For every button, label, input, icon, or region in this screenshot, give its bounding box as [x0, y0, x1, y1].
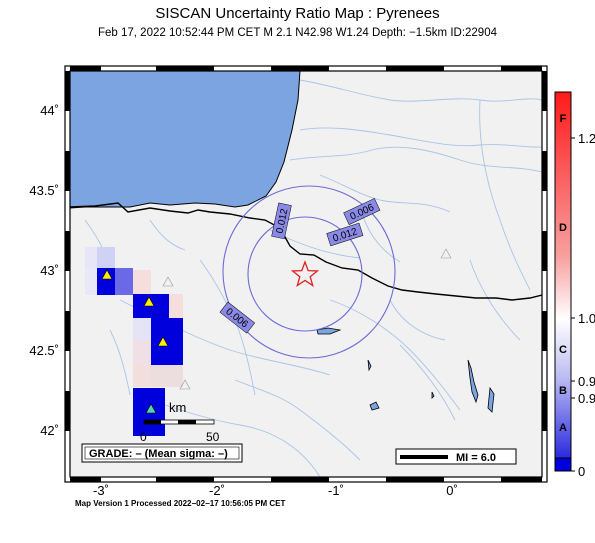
border-line — [70, 202, 542, 301]
grade-letter: D — [559, 222, 567, 234]
x-axis-labels: -3˚ -2˚ -1˚ 0˚ — [93, 483, 458, 498]
scale-unit: km — [169, 400, 186, 415]
sea-area — [70, 71, 300, 208]
footer-note: Map Version 1 Processed 2022−02−17 10:56… — [75, 499, 286, 508]
grid-cell — [169, 294, 183, 318]
mi-box: MI = 6.0 — [395, 448, 517, 465]
map-frame — [64, 65, 548, 483]
coastline — [70, 71, 301, 209]
grid-cell — [151, 318, 183, 340]
x-tick-label: -3˚ — [93, 483, 109, 498]
contour-label-text: 0.012 — [275, 207, 291, 234]
event-subtitle: Feb 17, 2022 10:52:44 PM CET M 2.1 N42.9… — [97, 27, 497, 39]
station-triangle — [440, 248, 452, 259]
station-triangle — [157, 336, 169, 347]
reservoirs — [316, 327, 495, 413]
grid-cell — [151, 294, 169, 318]
station-triangle — [162, 276, 174, 287]
station-triangle — [101, 269, 113, 280]
grid-cell — [133, 318, 151, 340]
y-tick-label: 42˚ — [40, 423, 59, 438]
contour-outer — [222, 185, 396, 359]
grid-cell — [133, 340, 151, 365]
x-tick-label: -2˚ — [209, 483, 225, 498]
stations — [101, 248, 452, 414]
color-bar-value: 0.9 — [578, 391, 595, 406]
color-bar-value: 0 — [578, 464, 585, 479]
y-tick-label: 42.5˚ — [29, 343, 59, 358]
color-bar-gradient — [554, 91, 572, 459]
scale-end: 50 — [206, 430, 220, 444]
grade-letter: B — [559, 385, 567, 397]
x-tick-label: 0˚ — [446, 483, 458, 498]
uncertainty-contours — [222, 185, 396, 359]
grade-letter: A — [559, 422, 567, 434]
color-bar-bottom — [554, 457, 572, 472]
y-tick-label: 44˚ — [40, 103, 59, 118]
grid-cell — [115, 268, 133, 295]
mi-text: MI = 6.0 — [456, 452, 496, 464]
grade-letter: C — [559, 344, 567, 356]
grid-cell — [133, 365, 151, 387]
contour-label-1: 0.012 — [271, 202, 292, 240]
color-bar-value: 0.9 — [578, 374, 595, 389]
y-tick-label: 43.5˚ — [29, 183, 59, 198]
scale-start: 0 — [140, 430, 147, 444]
map-area: 0.012 0.006 0.012 0.006 km 0 50 — [70, 71, 542, 477]
y-tick-label: 43˚ — [40, 263, 59, 278]
grid-cell — [97, 268, 115, 295]
y-axis-labels: 44˚ 43.5˚ 43˚ 42.5˚ 42˚ — [29, 103, 59, 438]
grid-cell — [133, 294, 151, 318]
grade-box: GRADE: – (Mean sigma: –) — [81, 443, 243, 463]
color-bar-value: 1.0 — [578, 311, 595, 326]
color-bar: F D C B A 1.2 1.0 0.9 0.9 0 — [554, 91, 595, 479]
color-bar-value: 1.2 — [578, 131, 595, 146]
station-triangle — [145, 403, 157, 414]
grid-cell — [85, 268, 97, 295]
station-triangle — [179, 379, 191, 390]
map-title: SISCAN Uncertainty Ratio Map : Pyrenees — [155, 5, 440, 22]
x-tick-label: -1˚ — [328, 483, 344, 498]
grid-cell — [133, 270, 151, 294]
station-triangle — [143, 296, 155, 307]
grade-text: GRADE: – (Mean sigma: –) — [89, 448, 228, 460]
grid-cell — [97, 247, 115, 269]
epicenter-star — [290, 260, 320, 288]
contour-inner — [247, 216, 363, 332]
distance-scale: km 0 50 — [140, 400, 220, 444]
grid-cell — [151, 365, 183, 387]
grade-letter: F — [560, 113, 567, 125]
